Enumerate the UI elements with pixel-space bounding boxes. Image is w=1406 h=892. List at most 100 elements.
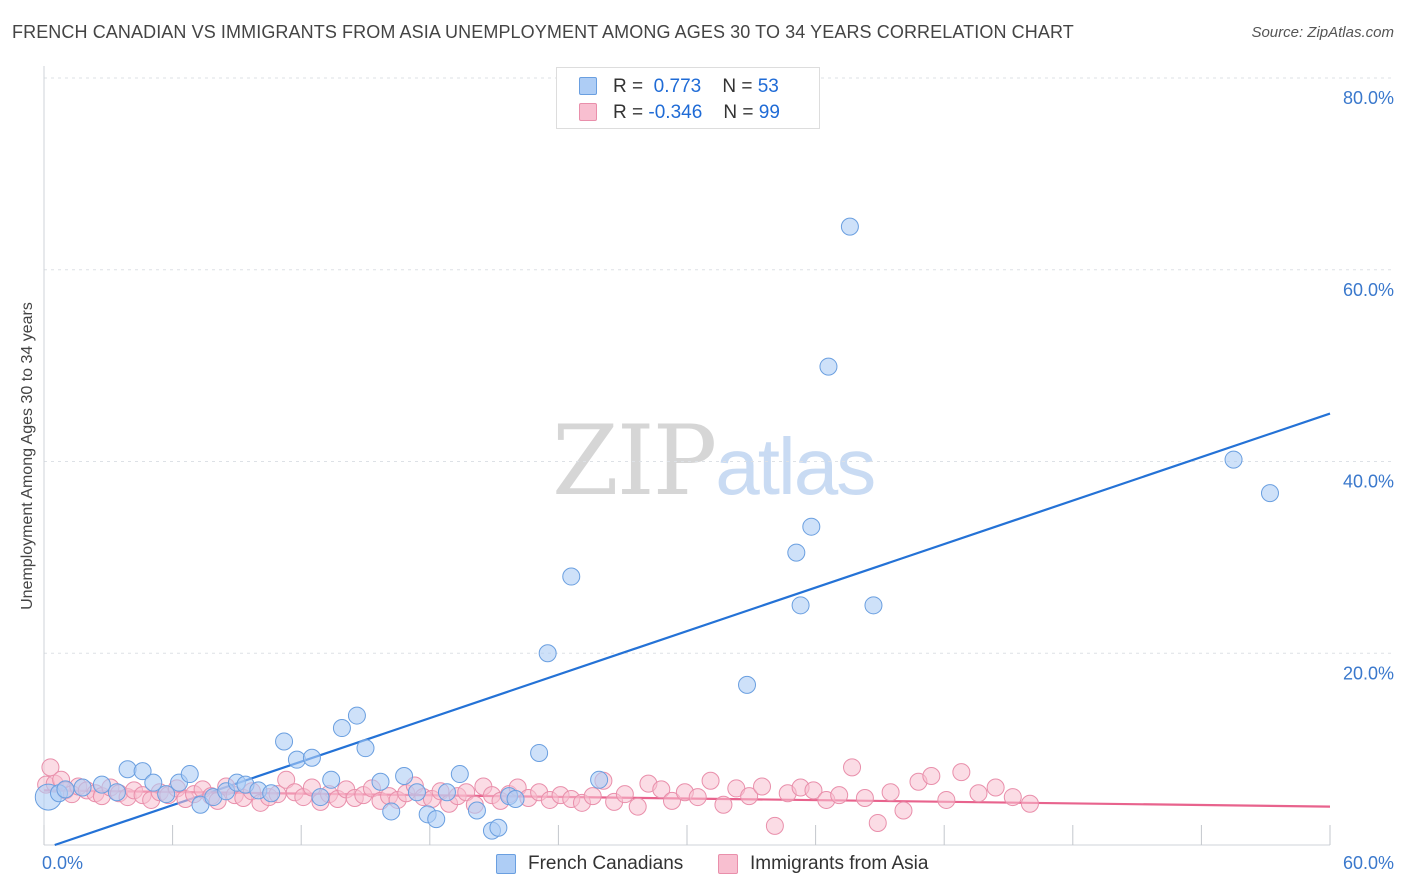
point-french-canadians [371,772,390,791]
point-french-canadians [590,770,609,789]
x-tick-label: 60.0% [1343,853,1394,873]
point-immigrants-from-asia [662,791,681,810]
axis-layer [43,66,1331,846]
point-french-canadians [382,802,401,821]
y-tick-label: 20.0% [1343,663,1394,683]
point-immigrants-from-asia [688,788,707,807]
r-label-b: R = [613,102,644,123]
point-immigrants-from-asia [615,785,634,804]
point-immigrants-from-asia [894,801,913,820]
point-french-canadians [302,748,321,767]
point-immigrants-from-asia [922,766,941,785]
point-immigrants-from-asia [628,797,647,816]
point-immigrants-from-asia [830,786,849,805]
tick-label-layer: 20.0% 40.0% 60.0% 80.0% 0.0% 60.0% [42,88,1394,873]
point-french-canadians [489,818,508,837]
chart-title: FRENCH CANADIAN VS IMMIGRANTS FROM ASIA … [12,22,1074,42]
point-immigrants-from-asia [652,780,671,799]
y-tick-label: 80.0% [1343,88,1394,108]
point-french-canadians [1224,450,1243,469]
n-label-a: N = [722,76,753,97]
point-french-canadians [347,706,366,725]
legend-stats-b: R = -0.346 N = 99 [613,102,780,124]
point-immigrants-from-asia [1003,788,1022,807]
r-value-a: 0.773 [653,76,702,97]
point-french-canadians [262,784,281,803]
trendline-french-canadians [54,412,1331,847]
point-immigrants-from-asia [765,816,784,835]
point-french-canadians [450,765,469,784]
point-immigrants-from-asia [843,758,862,777]
point-french-canadians [395,766,414,785]
legend-swatch-pink [579,103,597,121]
n-value-a: 53 [757,76,779,97]
point-immigrants-from-asia [952,763,971,782]
point-french-canadians [840,217,859,236]
x-tick-label: 0.0% [42,853,83,873]
grid-layer [44,77,1392,654]
n-label-b: N = [723,102,754,123]
point-french-canadians [157,785,176,804]
point-french-canadians [332,719,351,738]
legend-label-immigrants-from-asia: Immigrants from Asia [750,853,929,874]
point-french-canadians [530,743,549,762]
point-french-canadians [107,783,126,802]
legend-swatch-immigrants-from-asia [718,854,738,874]
n-value-b: 99 [758,102,780,123]
point-french-canadians [819,357,838,376]
point-immigrants-from-asia [277,770,296,789]
point-immigrants-from-asia [986,778,1005,797]
legend-label-french-canadians: French Canadians [528,853,684,874]
point-french-canadians [538,644,557,663]
points-french-canadians [34,217,1279,840]
chart-source: Source: ZipAtlas.com [1251,24,1394,41]
point-french-canadians [738,675,757,694]
point-french-canadians [407,783,426,802]
point-french-canadians [118,760,137,779]
point-immigrants-from-asia [714,795,733,814]
point-french-canadians [144,773,163,792]
point-french-canadians [287,750,306,769]
point-immigrants-from-asia [740,787,759,806]
legend-stats-a: R = 0.773 N = 53 [613,76,779,98]
point-french-canadians [787,543,806,562]
point-immigrants-from-asia [583,787,602,806]
point-french-canadians [311,788,330,807]
point-immigrants-from-asia [937,790,956,809]
legend-swatch-blue [579,77,597,95]
point-french-canadians [56,780,75,799]
point-french-canadians [802,517,821,536]
point-french-canadians [467,801,486,820]
point-french-canadians [1260,484,1279,503]
y-tick-label: 40.0% [1343,472,1394,492]
series-legend: French Canadians Immigrants from Asia [0,850,1406,880]
point-immigrants-from-asia [969,784,988,803]
point-immigrants-from-asia [457,783,476,802]
y-tick-label: 60.0% [1343,280,1394,300]
point-french-canadians [791,596,810,615]
watermark: ZIPatlas [552,405,876,517]
point-french-canadians [275,732,294,751]
point-immigrants-from-asia [1020,794,1039,813]
point-french-canadians [133,762,152,781]
point-immigrants-from-asia [753,777,772,796]
correlation-legend: R = 0.773 N = 53 R = -0.346 N = 99 [556,67,820,129]
r-label-a: R = [613,76,644,97]
point-french-canadians [180,765,199,784]
point-immigrants-from-asia [701,771,720,790]
legend-swatch-french-canadians [496,854,516,874]
watermark-atlas: atlas [715,422,876,511]
point-french-canadians [562,567,581,586]
point-french-canadians [864,596,883,615]
point-french-canadians [322,770,341,789]
point-immigrants-from-asia [881,783,900,802]
point-french-canadians [437,783,456,802]
point-immigrants-from-asia [855,789,874,808]
point-french-canadians [427,810,446,829]
point-french-canadians [92,775,111,794]
point-french-canadians [356,739,375,758]
point-french-canadians [506,789,525,808]
point-immigrants-from-asia [804,781,823,800]
point-immigrants-from-asia [868,813,887,832]
